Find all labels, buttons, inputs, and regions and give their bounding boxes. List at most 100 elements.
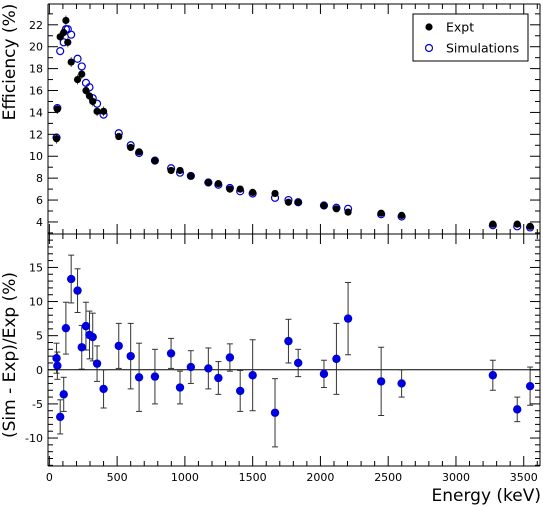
diff-point xyxy=(53,361,62,370)
y-tick-label: 10 xyxy=(29,150,43,163)
diff-point xyxy=(214,373,223,383)
diff-point xyxy=(332,354,341,364)
legend-expt-label: Expt xyxy=(446,20,474,35)
expt-point xyxy=(78,70,86,78)
sim-point xyxy=(77,62,86,71)
diff-point xyxy=(186,362,196,372)
expt-point xyxy=(214,180,222,188)
expt-point xyxy=(294,198,302,206)
x-tick-label: 0 xyxy=(46,471,53,484)
y-tick-label: 6 xyxy=(36,194,43,207)
diff-point xyxy=(235,386,245,396)
x-tick-label: 3500 xyxy=(510,471,538,484)
expt-point xyxy=(526,222,534,230)
x-tick-label: 2000 xyxy=(306,471,334,484)
y-tick-label: 8 xyxy=(36,172,43,185)
diff-point xyxy=(513,405,522,414)
x-tick-label: 3000 xyxy=(442,471,470,484)
expt-point xyxy=(513,220,521,228)
y-tick-label: 18 xyxy=(29,63,43,76)
expt-point xyxy=(62,16,70,25)
expt-point xyxy=(127,143,135,152)
y-tick-label: 22 xyxy=(29,19,43,32)
sim-point xyxy=(73,54,82,63)
expt-point xyxy=(82,86,90,95)
expt-point xyxy=(398,211,406,219)
y-tick-label: -5 xyxy=(32,398,43,411)
diff-point xyxy=(525,381,535,391)
y-tick-label: 20 xyxy=(29,41,43,54)
legend-expt-marker xyxy=(425,23,433,31)
diff-point xyxy=(294,358,303,368)
expt-point xyxy=(271,189,279,198)
y-tick-label: 14 xyxy=(29,106,43,119)
expt-point xyxy=(67,58,75,66)
x-tick-label: 1000 xyxy=(171,471,199,484)
expt-point xyxy=(236,185,244,193)
sim-point xyxy=(56,46,65,56)
diff-point xyxy=(284,336,293,346)
expt-point xyxy=(60,28,68,37)
expt-point xyxy=(176,166,184,175)
top-panel: 4 6 8 10 12 14 16 18 20 22 Efficiency (%) Expt Si… xyxy=(0,3,541,235)
diff-point xyxy=(61,323,71,333)
diff-point xyxy=(166,349,176,358)
diff-point xyxy=(55,412,65,422)
expt-point xyxy=(377,209,385,217)
expt-point xyxy=(204,178,212,187)
sim-point xyxy=(67,30,76,39)
y-tick-label: 10 xyxy=(29,296,43,309)
expt-point xyxy=(99,107,108,115)
diff-point xyxy=(59,390,68,399)
expt-point xyxy=(64,38,72,46)
diff-point xyxy=(376,377,386,386)
expt-point xyxy=(53,105,61,113)
y-tick-label: -10 xyxy=(25,432,43,445)
bottom-y-axis-label: (Sim - Exp)/Exp (%) xyxy=(0,272,20,438)
expt-point xyxy=(249,188,257,196)
expt-point xyxy=(226,185,234,193)
diff-point xyxy=(397,379,406,388)
diff-point xyxy=(150,372,160,381)
diff-point xyxy=(114,341,123,351)
diff-point xyxy=(343,314,353,323)
y-tick-label: 5 xyxy=(36,330,43,343)
expt-point xyxy=(167,166,175,175)
top-y-axis-label: Efficiency (%) xyxy=(0,4,20,121)
diff-point xyxy=(225,353,235,362)
y-tick-label: 4 xyxy=(36,216,43,229)
diff-point xyxy=(248,371,257,380)
diff-point xyxy=(88,332,97,342)
diff-point xyxy=(99,384,108,394)
expt-point xyxy=(89,97,97,106)
diff-point xyxy=(92,359,102,368)
diff-point xyxy=(126,351,135,361)
diff-point xyxy=(134,373,144,382)
legend-sim-marker xyxy=(424,43,434,53)
expt-point xyxy=(187,172,195,180)
y-tick-label: 16 xyxy=(29,85,43,98)
x-tick-label: 500 xyxy=(107,471,128,484)
diff-point xyxy=(73,286,82,295)
expt-point xyxy=(52,135,61,143)
expt-point xyxy=(284,198,293,206)
diff-point xyxy=(81,321,91,331)
diff-point xyxy=(204,364,213,373)
bottom-axes xyxy=(47,233,541,467)
diff-point xyxy=(319,369,329,379)
expt-point xyxy=(320,201,328,210)
expt-point xyxy=(85,92,94,100)
x-tick-label: 2500 xyxy=(374,471,402,484)
bottom-data-points xyxy=(52,274,535,422)
diff-point xyxy=(52,353,61,363)
x-tick-label: 1500 xyxy=(239,471,267,484)
expt-point xyxy=(93,107,101,115)
expt-point xyxy=(332,205,341,213)
y-tick-label: 12 xyxy=(29,128,43,141)
legend-sim-label: Simulations xyxy=(446,41,519,56)
diff-point xyxy=(488,371,498,380)
expt-point xyxy=(115,132,123,141)
expt-point xyxy=(135,148,143,156)
y-tick-label: 15 xyxy=(29,261,43,274)
